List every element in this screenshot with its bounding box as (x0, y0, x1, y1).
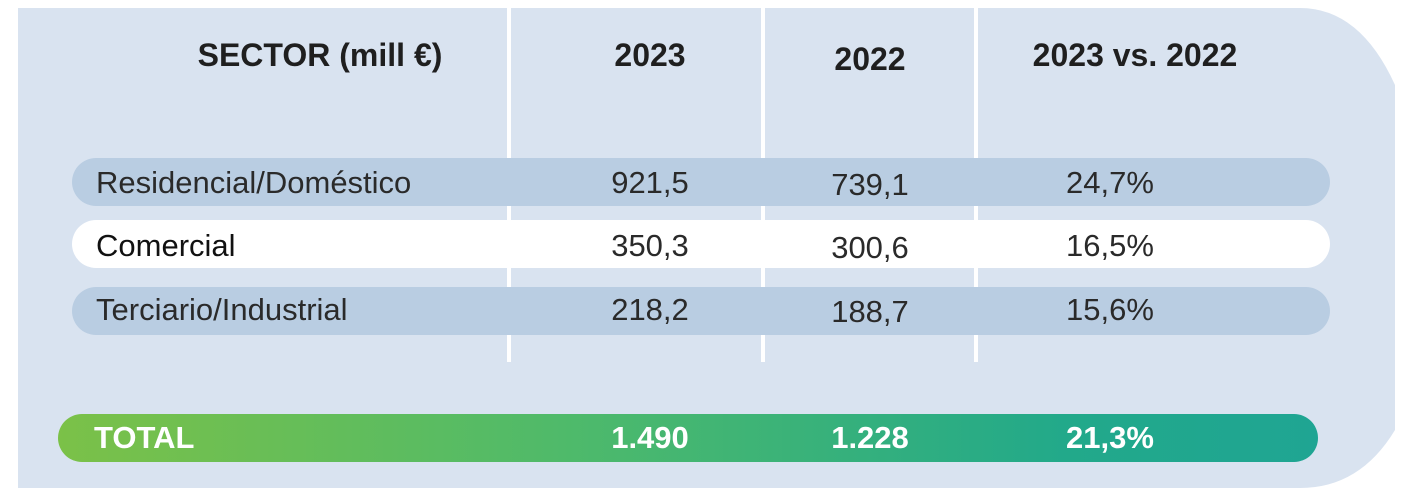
header-change: 2023 vs. 2022 (1032, 37, 1238, 73)
row-2023: 921,5 (611, 165, 689, 200)
header-2022: 2022 (834, 41, 906, 77)
row-sector: Comercial (96, 228, 236, 263)
total-label: TOTAL (94, 420, 195, 455)
row-sector: Terciario/Industrial (96, 292, 348, 327)
total-row (58, 414, 1318, 462)
row-2023: 218,2 (611, 292, 689, 327)
row-change: 24,7% (1066, 165, 1154, 200)
row-change: 16,5% (1066, 228, 1154, 263)
header-2023: 2023 (614, 37, 686, 73)
row-change: 15,6% (1066, 292, 1154, 327)
total-2023: 1.490 (611, 420, 689, 455)
header-sector: SECTOR (mill €) (197, 37, 443, 73)
table-row (72, 287, 1330, 335)
row-2022: 739,1 (831, 167, 909, 202)
total-2022: 1.228 (831, 420, 909, 455)
row-2022: 188,7 (831, 294, 909, 329)
row-2022: 300,6 (831, 230, 909, 265)
row-sector: Residencial/Doméstico (96, 165, 412, 200)
table-row (72, 158, 1330, 206)
table-row (72, 220, 1330, 268)
total-change: 21,3% (1066, 420, 1154, 455)
row-2023: 350,3 (611, 228, 689, 263)
